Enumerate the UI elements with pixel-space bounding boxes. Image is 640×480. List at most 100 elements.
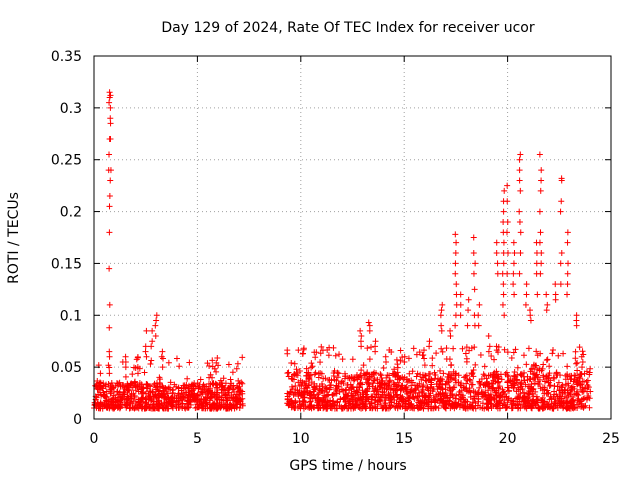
data-point (413, 402, 420, 409)
data-point (383, 358, 390, 365)
data-point (486, 383, 493, 390)
data-point (354, 395, 361, 402)
data-point (439, 301, 446, 308)
data-point (475, 312, 482, 319)
data-point (302, 399, 309, 406)
data-point (326, 386, 333, 393)
data-point (364, 345, 371, 352)
data-point (459, 345, 466, 352)
data-point (167, 379, 174, 386)
data-point (546, 363, 553, 370)
data-point (498, 376, 505, 383)
data-point (558, 177, 565, 184)
data-point (118, 396, 125, 403)
data-point (494, 391, 501, 398)
data-point (406, 370, 413, 377)
data-point (399, 396, 406, 403)
data-point (546, 396, 553, 403)
data-point (387, 394, 394, 401)
data-point (348, 373, 355, 380)
data-point (438, 327, 445, 334)
data-point (481, 405, 488, 412)
data-point (517, 405, 524, 412)
data-point (485, 333, 492, 340)
data-point (209, 357, 216, 364)
data-point (107, 92, 114, 99)
data-point (222, 391, 229, 398)
data-point (131, 379, 138, 386)
data-point (421, 362, 428, 369)
data-point (495, 378, 502, 385)
data-point (525, 345, 532, 352)
data-point (327, 381, 334, 388)
data-point (233, 404, 240, 411)
data-point (323, 385, 330, 392)
data-point (119, 394, 126, 401)
data-point (94, 400, 101, 407)
data-point (517, 390, 524, 397)
data-point (587, 388, 594, 395)
data-point (183, 389, 190, 396)
data-point (305, 369, 312, 376)
data-point (318, 343, 325, 350)
data-point (470, 373, 477, 380)
data-point (402, 400, 409, 407)
data-point (518, 379, 525, 386)
y-tick-label: 0.25 (51, 153, 82, 169)
data-point (185, 398, 192, 405)
data-point (312, 369, 319, 376)
data-point (95, 386, 102, 393)
data-point (457, 312, 464, 319)
data-point (391, 403, 398, 410)
data-point (509, 398, 516, 404)
data-point (571, 376, 578, 383)
data-point (109, 401, 116, 408)
data-point (516, 167, 523, 174)
data-point (126, 395, 133, 402)
data-point (568, 372, 575, 379)
data-point (341, 404, 348, 411)
data-point (472, 260, 479, 267)
data-point (472, 361, 479, 368)
data-point (545, 389, 552, 396)
data-point (408, 382, 415, 389)
y-tick-labels: 0 0.05 0.1 0.15 0.2 0.25 0.3 0.35 (51, 49, 82, 428)
data-point (425, 402, 432, 409)
data-point (535, 404, 542, 411)
data-point (457, 291, 464, 298)
data-point (491, 374, 498, 381)
data-point (213, 405, 220, 412)
data-point (149, 327, 156, 334)
data-point (410, 394, 417, 401)
data-point (340, 388, 347, 395)
data-point (459, 394, 466, 401)
data-point (429, 362, 436, 369)
data-point (306, 398, 313, 405)
data-point (527, 317, 534, 324)
data-point (433, 350, 440, 357)
data-point (397, 357, 404, 364)
data-point (440, 370, 447, 377)
data-point (311, 393, 318, 400)
data-point (584, 383, 591, 390)
data-point (408, 404, 415, 411)
data-point (452, 270, 459, 277)
data-point (516, 218, 523, 225)
data-point (314, 402, 321, 409)
data-point (494, 379, 501, 386)
data-point (437, 384, 444, 391)
data-point (579, 358, 586, 365)
data-point (496, 398, 503, 405)
data-point (457, 401, 464, 408)
data-point (510, 380, 517, 387)
data-point (466, 376, 473, 383)
data-point (557, 260, 564, 267)
data-point (464, 322, 471, 329)
data-point (98, 392, 105, 399)
data-point (504, 349, 511, 356)
data-point (467, 377, 474, 384)
data-point (312, 354, 319, 361)
data-point (500, 291, 507, 298)
data-point (573, 312, 580, 319)
data-point (159, 382, 166, 389)
